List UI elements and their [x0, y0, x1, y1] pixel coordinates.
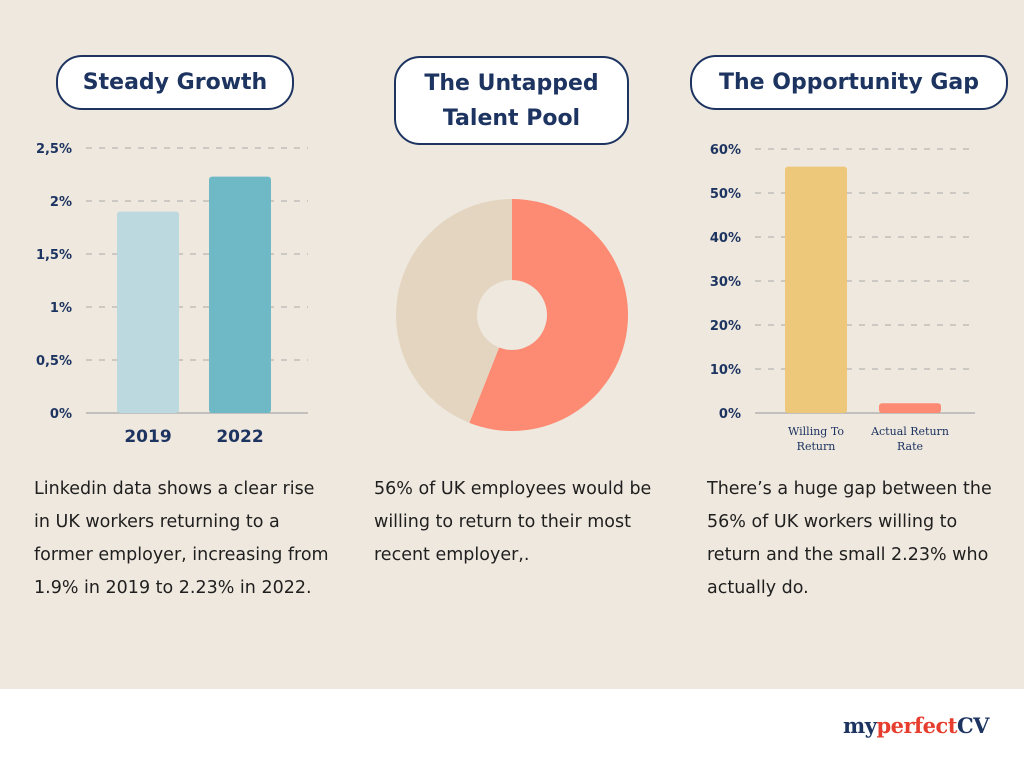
y-tick-label: 30%: [710, 275, 741, 290]
bar: [879, 403, 941, 413]
y-tick-label: 60%: [710, 143, 741, 158]
panel-title-line: Talent Pool: [442, 105, 581, 131]
talent-pool-description: 56% of UK employees would be willing to …: [374, 479, 652, 565]
y-tick-label: 1,5%: [36, 248, 72, 263]
steady-growth-description: Linkedin data shows a clear rise in UK w…: [34, 479, 329, 598]
myperfectcv-logo: myperfectCV: [843, 713, 989, 738]
panel-title-line: Steady Growth: [82, 70, 268, 95]
bar: [785, 166, 847, 413]
panel-title-line: The Untapped: [424, 70, 599, 96]
panel-title-line: The Opportunity Gap: [719, 70, 979, 95]
donut-slice: [469, 199, 628, 432]
x-category-label: 2022: [216, 427, 263, 447]
y-tick-label: 20%: [710, 319, 741, 334]
y-tick-label: 40%: [710, 231, 741, 246]
bar: [117, 211, 179, 413]
logo-part-cv: CV: [956, 713, 990, 738]
y-tick-label: 0%: [719, 407, 741, 422]
footer: [0, 689, 1024, 768]
y-tick-label: 10%: [710, 363, 741, 378]
donut-slice: [395, 199, 512, 423]
steady-growth-bar-chart: 0% 0,5% 1% 1,5% 2% 2,5% 2019 2022: [36, 142, 308, 447]
logo-part-my: my: [843, 713, 877, 738]
panel-title-steady-growth: Steady Growth: [56, 55, 294, 110]
panel-title-untapped-talent-pool: The Untapped Talent Pool: [394, 56, 629, 145]
x-category-label: Willing To Return: [788, 425, 844, 453]
y-tick-label: 50%: [710, 187, 741, 202]
x-category-label: 2019: [124, 427, 171, 447]
opportunity-gap-bar-chart: 0% 10% 20% 30% 40% 50% 60% Willing To Return Actu…: [710, 143, 975, 453]
y-tick-label: 0%: [50, 407, 72, 422]
y-tick-label: 2,5%: [36, 142, 72, 157]
y-tick-label: 0,5%: [36, 354, 72, 369]
x-category-label: Actual Return Rate: [870, 425, 949, 453]
panel-title-opportunity-gap: The Opportunity Gap: [690, 55, 1008, 110]
opportunity-gap-description: There’s a huge gap between the 56% of UK…: [707, 479, 992, 598]
y-tick-label: 2%: [50, 195, 72, 210]
logo-part-perfect: perfect: [876, 713, 957, 738]
bar: [209, 176, 271, 413]
talent-pool-donut-chart: [395, 199, 628, 432]
y-tick-label: 1%: [50, 301, 72, 316]
